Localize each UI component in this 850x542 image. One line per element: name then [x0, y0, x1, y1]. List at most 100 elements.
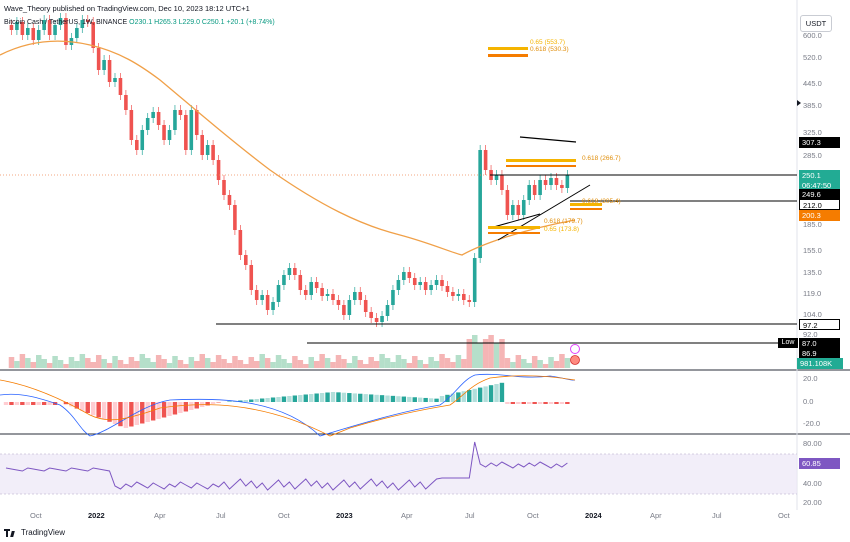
candle-body[interactable]	[233, 205, 237, 230]
candle-body[interactable]	[505, 190, 510, 215]
candle-body[interactable]	[91, 22, 95, 48]
candle-body[interactable]	[26, 28, 30, 35]
event-flash-icon[interactable]	[570, 344, 580, 354]
candle-body[interactable]	[167, 130, 172, 140]
candle-body[interactable]	[211, 145, 215, 160]
candle-body[interactable]	[156, 112, 161, 125]
candle-body[interactable]	[418, 282, 422, 285]
candle-body[interactable]	[189, 110, 194, 150]
candle-body[interactable]	[265, 295, 270, 310]
candle-body[interactable]	[53, 25, 57, 35]
candle-body[interactable]	[565, 175, 570, 188]
candle-body[interactable]	[205, 145, 210, 155]
candle-body[interactable]	[222, 180, 226, 195]
candle-body[interactable]	[511, 205, 515, 215]
candle-body[interactable]	[194, 110, 199, 135]
candle-body[interactable]	[314, 282, 319, 288]
candle-body[interactable]	[216, 160, 221, 180]
candle-body[interactable]	[260, 295, 264, 300]
candle-body[interactable]	[369, 312, 373, 318]
candle-body[interactable]	[80, 20, 85, 28]
candle-body[interactable]	[434, 280, 439, 285]
candle-body[interactable]	[391, 290, 395, 305]
candle-body[interactable]	[227, 195, 232, 205]
candle-body[interactable]	[462, 294, 466, 300]
candle-body[interactable]	[162, 125, 166, 140]
candle-body[interactable]	[184, 115, 188, 150]
candle-body[interactable]	[145, 118, 150, 130]
candle-body[interactable]	[325, 294, 330, 296]
candle-body[interactable]	[380, 316, 384, 322]
candle-body[interactable]	[287, 268, 292, 275]
candle-body[interactable]	[560, 185, 564, 188]
candlesticks[interactable]	[9, 13, 570, 327]
candle-body[interactable]	[244, 255, 248, 265]
candle-body[interactable]	[309, 282, 313, 295]
candle-body[interactable]	[20, 22, 25, 35]
candle-body[interactable]	[42, 20, 46, 30]
candle-body[interactable]	[494, 175, 499, 180]
candle-body[interactable]	[385, 305, 390, 316]
tradingview-footer[interactable]: TradingView	[4, 528, 65, 537]
candle-body[interactable]	[549, 178, 553, 185]
currency-button[interactable]: USDT	[800, 15, 832, 32]
candle-body[interactable]	[113, 78, 117, 82]
candle-body[interactable]	[440, 280, 444, 286]
candle-body[interactable]	[303, 290, 308, 295]
candle-body[interactable]	[516, 205, 521, 215]
candle-body[interactable]	[467, 300, 472, 302]
candle-body[interactable]	[331, 294, 335, 300]
candle-body[interactable]	[363, 300, 368, 312]
candle-body[interactable]	[402, 272, 406, 280]
candle-body[interactable]	[554, 178, 559, 185]
symbol-name[interactable]: Bitcoin Cash / TetherUS, 1W, BINANCE	[4, 19, 128, 26]
candle-body[interactable]	[200, 135, 204, 155]
candle-body[interactable]	[140, 130, 145, 150]
candle-body[interactable]	[282, 275, 286, 285]
candle-body[interactable]	[342, 305, 346, 315]
candle-body[interactable]	[429, 285, 433, 290]
candle-body[interactable]	[396, 280, 401, 290]
candle-body[interactable]	[293, 268, 297, 275]
candle-body[interactable]	[532, 185, 537, 195]
candle-body[interactable]	[102, 60, 106, 70]
candle-body[interactable]	[85, 20, 90, 22]
event-flag-icon[interactable]	[570, 355, 580, 365]
candle-body[interactable]	[500, 175, 504, 190]
candle-body[interactable]	[238, 230, 243, 255]
candle-body[interactable]	[173, 110, 177, 130]
candle-body[interactable]	[483, 150, 488, 170]
scroll-right-arrow-icon[interactable]	[797, 100, 801, 106]
candle-body[interactable]	[254, 290, 259, 300]
candle-body[interactable]	[15, 22, 19, 30]
candle-body[interactable]	[353, 292, 357, 300]
candle-body[interactable]	[75, 28, 79, 38]
candle-body[interactable]	[320, 288, 324, 296]
candle-body[interactable]	[135, 140, 139, 150]
candle-body[interactable]	[521, 200, 526, 215]
candle-body[interactable]	[412, 278, 417, 285]
candle-body[interactable]	[129, 110, 134, 140]
candle-body[interactable]	[124, 95, 128, 110]
trendline-top[interactable]	[519, 136, 577, 143]
candle-body[interactable]	[374, 318, 379, 322]
candle-body[interactable]	[249, 265, 254, 290]
candle-body[interactable]	[58, 18, 63, 25]
candle-body[interactable]	[358, 292, 363, 300]
trendline-bottom[interactable]	[489, 213, 541, 229]
candle-body[interactable]	[64, 18, 68, 45]
candle-body[interactable]	[298, 275, 303, 290]
candle-body[interactable]	[538, 180, 542, 195]
candle-body[interactable]	[423, 282, 428, 290]
candle-body[interactable]	[407, 272, 412, 278]
candle-body[interactable]	[347, 300, 352, 315]
candle-body[interactable]	[527, 185, 531, 200]
candle-body[interactable]	[456, 294, 461, 296]
candle-body[interactable]	[478, 150, 482, 258]
candle-body[interactable]	[107, 60, 112, 82]
candle-body[interactable]	[276, 285, 281, 302]
candle-body[interactable]	[445, 286, 450, 292]
candle-body[interactable]	[96, 48, 101, 70]
candle-body[interactable]	[36, 30, 41, 40]
